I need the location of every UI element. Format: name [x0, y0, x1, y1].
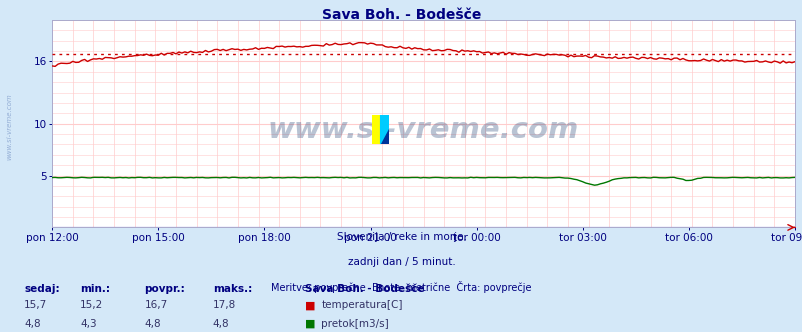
- Text: 15,2: 15,2: [80, 300, 103, 310]
- Text: 4,8: 4,8: [213, 319, 229, 329]
- Text: maks.:: maks.:: [213, 284, 252, 294]
- Text: Slovenija / reke in morje.: Slovenija / reke in morje.: [336, 232, 466, 242]
- Text: 4,8: 4,8: [24, 319, 41, 329]
- Polygon shape: [371, 115, 380, 144]
- Polygon shape: [380, 115, 389, 144]
- Text: zadnji dan / 5 minut.: zadnji dan / 5 minut.: [347, 257, 455, 267]
- Text: Meritve: povprečne  Enote: metrične  Črta: povprečje: Meritve: povprečne Enote: metrične Črta:…: [271, 281, 531, 292]
- Text: 17,8: 17,8: [213, 300, 236, 310]
- Text: 4,3: 4,3: [80, 319, 97, 329]
- Text: pretok[m3/s]: pretok[m3/s]: [321, 319, 388, 329]
- Text: 16,7: 16,7: [144, 300, 168, 310]
- Text: temperatura[C]: temperatura[C]: [321, 300, 402, 310]
- Text: min.:: min.:: [80, 284, 110, 294]
- Text: povpr.:: povpr.:: [144, 284, 185, 294]
- Polygon shape: [380, 129, 389, 144]
- Text: Sava Boh. - Bodešče: Sava Boh. - Bodešče: [305, 284, 424, 294]
- Text: ■: ■: [305, 319, 315, 329]
- Text: Sava Boh. - Bodešče: Sava Boh. - Bodešče: [322, 8, 480, 22]
- Text: ■: ■: [305, 300, 315, 310]
- Polygon shape: [371, 115, 380, 144]
- Text: 4,8: 4,8: [144, 319, 161, 329]
- Text: 15,7: 15,7: [24, 300, 47, 310]
- Polygon shape: [380, 115, 389, 144]
- Text: sedaj:: sedaj:: [24, 284, 59, 294]
- Text: www.si-vreme.com: www.si-vreme.com: [6, 93, 13, 160]
- Text: www.si-vreme.com: www.si-vreme.com: [268, 116, 578, 144]
